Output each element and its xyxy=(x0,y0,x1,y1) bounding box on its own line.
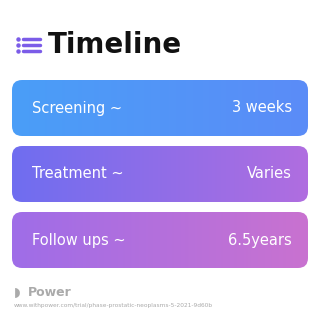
Text: ◗: ◗ xyxy=(14,286,20,300)
Text: Follow ups ~: Follow ups ~ xyxy=(32,232,126,248)
Text: www.withpower.com/trial/phase-prostatic-neoplasms-5-2021-9d60b: www.withpower.com/trial/phase-prostatic-… xyxy=(14,302,213,307)
Text: Treatment ~: Treatment ~ xyxy=(32,166,124,181)
Text: Power: Power xyxy=(28,286,72,300)
Text: 3 weeks: 3 weeks xyxy=(232,100,292,115)
Text: Varies: Varies xyxy=(247,166,292,181)
Text: Timeline: Timeline xyxy=(48,31,182,59)
Text: 6.5years: 6.5years xyxy=(228,232,292,248)
Text: Screening ~: Screening ~ xyxy=(32,100,122,115)
